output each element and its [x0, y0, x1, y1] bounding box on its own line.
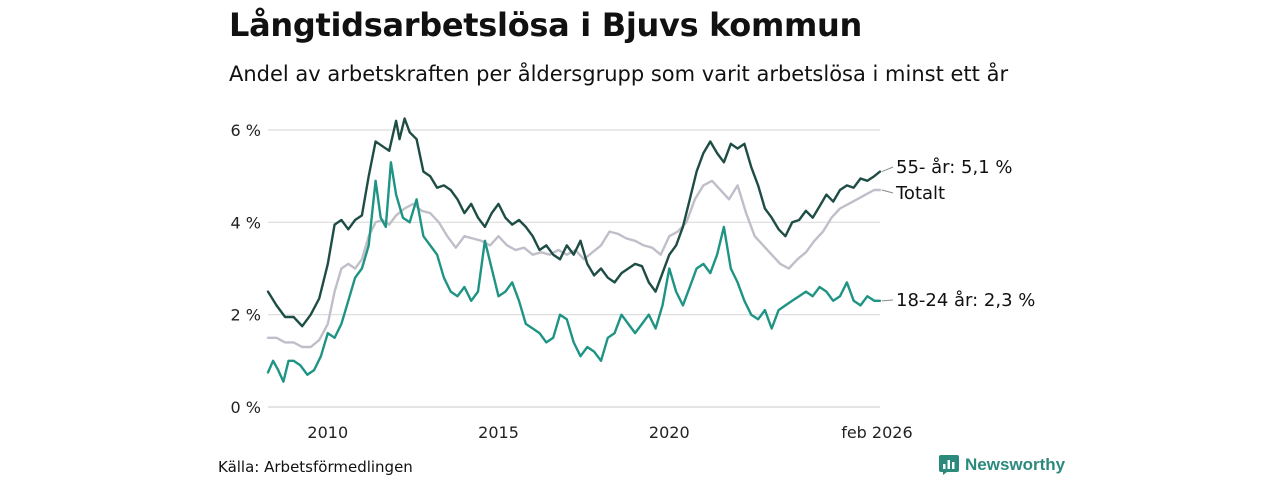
x-axis: 2010 2015 2020 feb 2026 — [307, 423, 912, 442]
label-leader — [881, 299, 894, 302]
chart-subtitle: Andel av arbetskraften per åldersgrupp s… — [229, 62, 1009, 86]
chart-title: Långtidsarbetslösa i Bjuvs kommun — [229, 6, 863, 44]
series-labels: 55- år: 5,1 % Totalt 18-24 år: 2,3 % — [881, 157, 1035, 311]
brand-name: Newsworthy — [965, 455, 1066, 474]
x-tick-label: 2020 — [649, 423, 690, 442]
y-tick-label: 4 % — [231, 213, 261, 232]
series-end-label: Totalt — [895, 183, 945, 204]
y-tick-label: 2 % — [231, 306, 261, 325]
series-lines — [266, 117, 882, 383]
newsworthy-logo-icon — [939, 455, 959, 475]
x-tick-label: 2015 — [478, 423, 519, 442]
x-tick-label: 2010 — [307, 423, 348, 442]
source-note: Källa: Arbetsförmedlingen — [218, 458, 413, 476]
y-tick-label: 6 % — [231, 121, 261, 140]
y-axis: 0 % 2 % 4 % 6 % — [231, 121, 261, 417]
series-line-18-24-r — [266, 161, 882, 383]
series-line-totalt — [266, 179, 882, 349]
label-leader — [881, 189, 894, 194]
label-leader — [881, 166, 894, 173]
y-tick-label: 0 % — [231, 398, 261, 417]
series-line-55-r — [266, 117, 882, 328]
series-end-label: 18-24 år: 2,3 % — [896, 290, 1035, 311]
x-tick-label: feb 2026 — [841, 423, 912, 442]
series-end-label: 55- år: 5,1 % — [896, 157, 1012, 178]
newsworthy-logo: Newsworthy — [939, 455, 1065, 475]
